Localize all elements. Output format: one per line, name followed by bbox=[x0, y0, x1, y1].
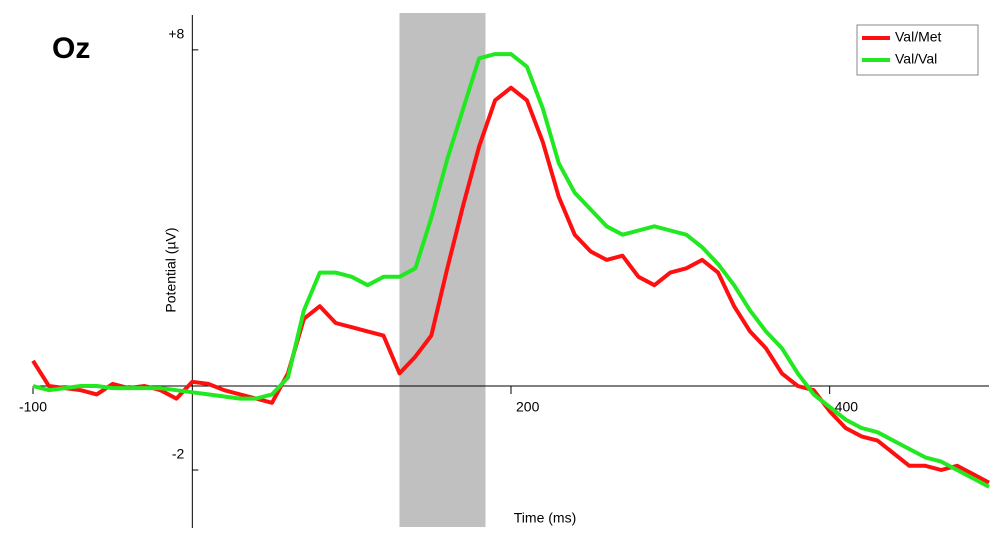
y-tick-label: +8 bbox=[168, 26, 184, 42]
series-line bbox=[31, 85, 990, 485]
x-tick-label: 200 bbox=[516, 399, 540, 415]
y-axis-label: Potential (µV) bbox=[163, 227, 179, 312]
legend-box bbox=[856, 24, 979, 76]
y-tick-label: -2 bbox=[172, 446, 185, 462]
x-axis-label: Time (ms) bbox=[514, 510, 576, 526]
x-tick-label: 400 bbox=[835, 399, 859, 415]
chart-title: Oz bbox=[52, 32, 90, 65]
legend-label: Val/Val bbox=[895, 51, 937, 67]
x-tick-label: -100 bbox=[19, 399, 47, 415]
legend-label: Val/Met bbox=[895, 29, 942, 45]
series-line bbox=[32, 52, 990, 489]
